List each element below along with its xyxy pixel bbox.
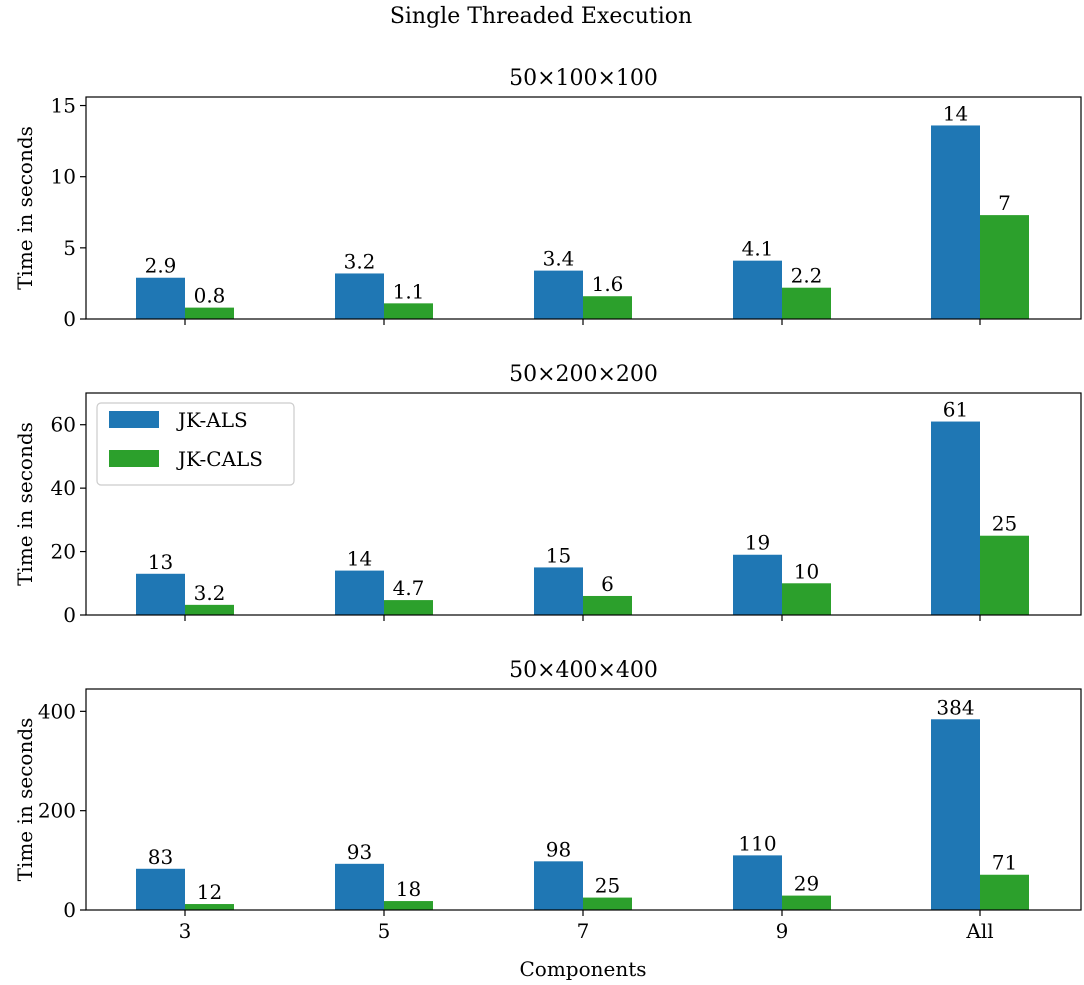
bar-value-label: 10 <box>794 559 819 583</box>
bar-jk-als-all <box>931 125 980 319</box>
bar-jk-als-3 <box>136 277 185 319</box>
bar-value-label: 1.1 <box>393 279 425 303</box>
bar-jk-cals-7 <box>583 595 632 615</box>
bar-jk-als-7 <box>534 861 583 910</box>
y-tick-label: 0 <box>63 603 76 627</box>
x-axis-label: Components <box>519 957 646 981</box>
bar-value-label: 110 <box>738 831 776 855</box>
bar-value-label: 3.4 <box>543 247 575 271</box>
bar-value-label: 3.2 <box>194 581 226 605</box>
bar-value-label: 4.1 <box>742 237 774 261</box>
y-tick-label: 20 <box>51 540 76 564</box>
legend: JK-ALS JK-CALS <box>96 402 295 486</box>
bar-jk-als-7 <box>534 270 583 319</box>
bar-jk-cals-9 <box>782 895 831 910</box>
x-tick-label: 7 <box>577 919 590 943</box>
bar-jk-cals-all <box>980 215 1029 319</box>
bar-value-label: 2.2 <box>791 264 823 288</box>
bar-value-label: 19 <box>745 531 770 555</box>
chart-panel-2: 50×200×200 Time in seconds 13 14 15 19 61 3.2 4.… <box>13 362 1082 627</box>
bar-value-label: 3.2 <box>344 249 376 273</box>
bar-jk-cals-all <box>980 535 1029 615</box>
y-axis-label: Time in seconds <box>13 718 37 882</box>
bar-value-label: 98 <box>546 837 571 861</box>
bar-jk-als-all <box>931 719 980 910</box>
bar-jk-als-5 <box>335 570 384 615</box>
legend-swatch-jk-als <box>109 411 159 428</box>
bar-jk-cals-9 <box>782 287 831 319</box>
bar-jk-als-5 <box>335 273 384 319</box>
bar-jk-cals-all <box>980 874 1029 910</box>
bar-value-label: 13 <box>148 550 173 574</box>
y-axis-label: Time in seconds <box>13 422 37 586</box>
bar-value-label: 14 <box>943 101 968 125</box>
bar-jk-als-9 <box>733 855 782 910</box>
y-tick-label: 40 <box>51 476 76 500</box>
legend-label: JK-ALS <box>176 408 248 432</box>
bar-jk-cals-7 <box>583 897 632 910</box>
bar-jk-cals-3 <box>185 604 234 615</box>
y-axis-label: Time in seconds <box>13 126 37 290</box>
bar-value-label: 1.6 <box>592 272 624 296</box>
bar-value-label: 384 <box>936 695 974 719</box>
y-tick-label: 0 <box>63 898 76 922</box>
legend-label: JK-CALS <box>176 447 263 471</box>
bar-jk-cals-5 <box>384 600 433 615</box>
bar-value-label: 83 <box>148 845 173 869</box>
bar-jk-cals-9 <box>782 583 831 615</box>
bar-value-label: 71 <box>992 851 1017 875</box>
bar-value-label: 93 <box>347 840 372 864</box>
bar-value-label: 7 <box>998 191 1011 215</box>
bar-value-label: 6 <box>601 572 614 596</box>
panel-title: 50×200×200 <box>509 362 658 387</box>
bar-value-label: 14 <box>347 547 372 571</box>
bar-jk-cals-5 <box>384 901 433 910</box>
bar-jk-als-all <box>931 421 980 615</box>
bar-jk-cals-3 <box>185 904 234 910</box>
bar-value-label: 12 <box>197 880 222 904</box>
y-tick-label: 15 <box>51 94 76 118</box>
bar-value-label: 25 <box>595 874 620 898</box>
bar-jk-cals-5 <box>384 303 433 319</box>
legend-swatch-jk-cals <box>109 450 159 467</box>
bar-jk-als-7 <box>534 567 583 615</box>
y-tick-label: 60 <box>51 413 76 437</box>
y-tick-label: 10 <box>51 165 76 189</box>
panel-title: 50×400×400 <box>509 658 658 683</box>
bar-jk-als-9 <box>733 554 782 615</box>
bar-value-label: 4.7 <box>393 576 425 600</box>
y-tick-label: 5 <box>63 236 76 260</box>
bar-value-label: 2.9 <box>145 254 177 278</box>
x-tick-label: 5 <box>378 919 391 943</box>
bar-jk-als-5 <box>335 863 384 910</box>
bar-value-label: 29 <box>794 872 819 896</box>
chart-panel-1: 50×100×100 Time in seconds 2.9 3.2 3.4 4.1 14 0… <box>13 66 1082 331</box>
bar-jk-als-3 <box>136 868 185 910</box>
x-tick-label: All <box>965 919 993 943</box>
panel-title: 50×100×100 <box>509 66 658 91</box>
x-tick-label: 9 <box>776 919 789 943</box>
figure-title: Single Threaded Execution <box>390 4 692 29</box>
y-tick-label: 200 <box>38 799 76 823</box>
bar-value-label: 15 <box>546 543 571 567</box>
bar-jk-als-3 <box>136 573 185 615</box>
y-tick-label: 0 <box>63 307 76 331</box>
bar-value-label: 25 <box>992 512 1017 536</box>
bar-jk-als-9 <box>733 260 782 319</box>
bar-value-label: 61 <box>943 398 968 422</box>
bar-jk-cals-7 <box>583 296 632 319</box>
y-tick-label: 400 <box>38 699 76 723</box>
bar-value-label: 18 <box>396 877 421 901</box>
bar-value-label: 0.8 <box>194 284 226 308</box>
bar-jk-cals-3 <box>185 307 234 319</box>
x-tick-label: 3 <box>179 919 192 943</box>
